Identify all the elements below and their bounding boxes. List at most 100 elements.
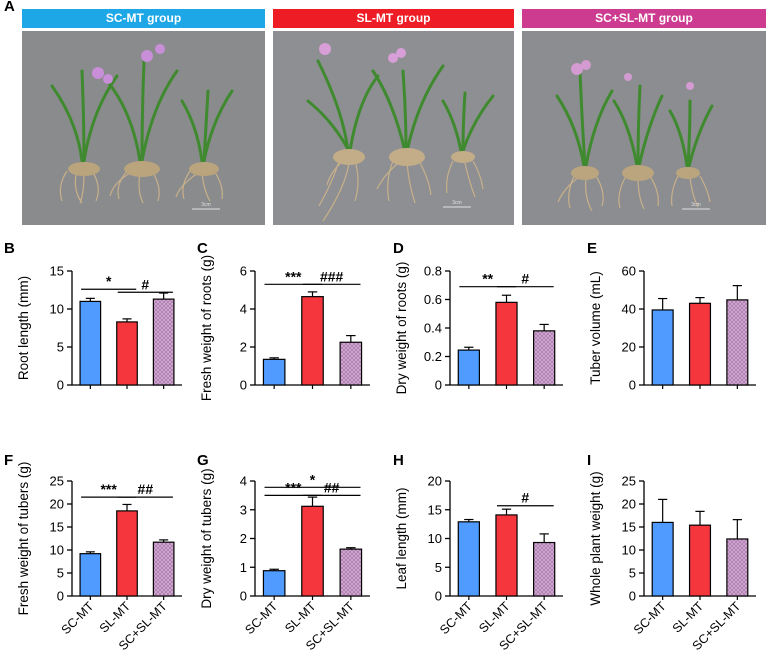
bar-sl-mt — [495, 301, 518, 386]
y-tick-label: 5 — [57, 566, 64, 581]
y-axis-label: Root length (mm) — [16, 276, 31, 380]
y-tick-label: 10 — [50, 543, 64, 558]
group-header-sl-mt: SL-MT group — [273, 9, 514, 28]
bar-sc-sl-mt — [152, 541, 175, 597]
y-tick-label: 0 — [435, 378, 442, 393]
significance-label: ## — [138, 481, 154, 497]
y-tick-label: 0 — [57, 378, 64, 393]
y-tick-label: 15 — [50, 520, 64, 535]
y-tick-label: 2 — [240, 531, 247, 546]
panel-letter-b: B — [4, 240, 15, 257]
y-tick-label: 5 — [57, 340, 64, 355]
bar-sc-sl-mt — [726, 538, 749, 597]
chart-i: 0 5 10 15 20 25 Whole plant weight (g) SC-MT SL-… — [588, 471, 756, 653]
bar-sl-mt — [116, 510, 138, 597]
x-tick-label: SC-MT — [437, 599, 475, 637]
group-header-label: SC+SL-MT group — [595, 11, 693, 25]
significance-label: # — [521, 490, 529, 506]
chart-e: 0 20 40 60 Tuber volume (mL) — [588, 264, 756, 393]
y-axis-label: Fresh weight of tubers (g) — [16, 462, 31, 616]
significance-label: # — [141, 276, 149, 292]
y-tick-label: 1 — [240, 560, 247, 575]
y-axis-label: Whole plant weight (g) — [588, 471, 603, 605]
bar-sc-sl-mt — [339, 341, 363, 386]
x-tick-label: SC-MT — [242, 599, 280, 637]
bar-sc-mt — [651, 521, 674, 597]
panel-letter-i: I — [587, 452, 592, 469]
bar-sc-mt — [79, 553, 102, 597]
bar-sc-mt — [457, 521, 480, 597]
y-tick-label: 3 — [240, 502, 247, 517]
y-axis-label: Fresh weight of roots (g) — [199, 255, 214, 401]
chart-d: 0 0.2 0.4 0.6 0.8 Dry weight of roots (g) ** # — [394, 262, 563, 395]
y-tick-label: 0 — [240, 378, 247, 393]
plant-photo-sc-mt: 3cm — [22, 31, 265, 225]
y-tick-label: 20 — [428, 474, 442, 489]
y-tick-label: 0.8 — [424, 264, 442, 279]
y-tick-label: 25 — [622, 474, 636, 489]
panel-letter-c: C — [197, 240, 208, 257]
panel-letter-d: D — [393, 240, 404, 257]
panel-letter-g: G — [197, 452, 209, 469]
y-tick-label: 40 — [622, 302, 636, 317]
bar-sc-mt — [262, 570, 286, 597]
significance-label: * — [106, 273, 112, 289]
bar-sc-mt — [651, 309, 674, 386]
group-header-sc-mt: SC-MT group — [22, 9, 265, 28]
x-tick-label: SL-MT — [670, 599, 707, 636]
y-tick-label: 15 — [428, 502, 442, 517]
scale-bar-label: 3cm — [691, 202, 700, 208]
x-tick-label: SC-MT — [59, 599, 97, 637]
y-axis-label: Tuber volume (mL) — [588, 271, 603, 385]
y-tick-label: 0 — [435, 589, 442, 604]
plant-photo-sl-mt: 3cm — [273, 31, 514, 225]
y-tick-label: 6 — [240, 264, 247, 279]
significance-label: ** — [482, 271, 493, 287]
y-tick-label: 0 — [240, 589, 247, 604]
chart-f: 0 5 10 15 20 25 Fresh weight of tubers (g) SC-M… — [16, 462, 182, 653]
x-tick-label: SC-MT — [631, 599, 669, 637]
bar-sl-mt — [495, 514, 518, 597]
panel-letter-a: A — [4, 0, 15, 15]
y-tick-label: 60 — [622, 264, 636, 279]
y-tick-label: 0.4 — [424, 321, 442, 336]
y-tick-label: 20 — [622, 497, 636, 512]
group-header-sc-sl-mt: SC+SL-MT group — [522, 9, 766, 28]
y-axis-label: Dry weight of roots (g) — [394, 262, 409, 395]
y-tick-label: 20 — [622, 340, 636, 355]
y-tick-label: 4 — [240, 474, 247, 489]
bar-sc-sl-mt — [339, 548, 363, 597]
chart-b: 0 5 10 15 Root length (mm) * # — [16, 264, 182, 393]
x-tick-label: SL-MT — [476, 599, 513, 636]
x-tick-label: SL-MT — [282, 599, 319, 636]
bar-sl-mt — [301, 296, 324, 386]
bar-sc-sl-mt — [533, 541, 556, 597]
y-tick-label: 10 — [622, 543, 636, 558]
significance-label: # — [521, 271, 529, 287]
plant-photo-sc-sl-mt: 3cm — [522, 31, 766, 225]
group-header-label: SL-MT group — [356, 11, 431, 25]
y-tick-label: 5 — [435, 560, 442, 575]
panel-letter-h: H — [393, 452, 404, 469]
bar-sc-sl-mt — [152, 298, 175, 386]
significance-label: *** — [285, 479, 302, 495]
y-tick-label: 15 — [50, 264, 64, 279]
y-tick-label: 4 — [240, 302, 247, 317]
significance-label: *** — [285, 268, 302, 284]
y-tick-label: 0 — [57, 589, 64, 604]
bar-sc-sl-mt — [726, 299, 749, 386]
scale-bar-label: 3cm — [201, 202, 210, 208]
y-tick-label: 0.2 — [424, 349, 442, 364]
y-tick-label: 20 — [50, 497, 64, 512]
y-axis-label: Dry weight of tubers (g) — [199, 468, 214, 608]
y-tick-label: 10 — [428, 531, 442, 546]
scale-bar-label: 3cm — [452, 200, 461, 206]
significance-label: ### — [320, 268, 344, 284]
y-tick-label: 10 — [50, 302, 64, 317]
y-tick-label: 0 — [629, 378, 636, 393]
bar-sc-mt — [457, 349, 480, 386]
panel-letter-f: F — [4, 452, 14, 469]
